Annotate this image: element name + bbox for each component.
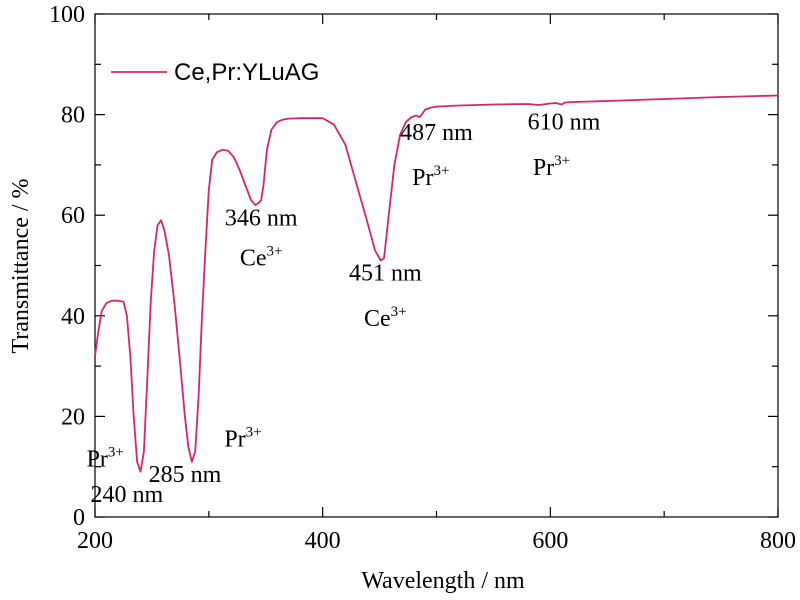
ion-label: Pr3+: [533, 153, 570, 181]
legend-label: Ce,Pr:YLuAG: [174, 59, 319, 86]
ion-label: Ce3+: [364, 304, 407, 332]
wavelength-annotation: 285 nm: [149, 462, 222, 488]
y-tick-label: 40: [61, 304, 85, 330]
x-tick-label: 600: [532, 528, 568, 554]
wavelength-annotation: 610 nm: [528, 110, 601, 136]
y-tick-label: 0: [73, 505, 85, 531]
y-axis-title: Transmittance / %: [8, 178, 34, 353]
legend: Ce,Pr:YLuAG: [111, 59, 319, 86]
y-tick-label: 60: [61, 203, 85, 229]
x-tick-label: 400: [305, 528, 341, 554]
wavelength-annotation: 346 nm: [225, 205, 298, 231]
ion-label: Pr3+: [412, 163, 449, 191]
y-tick-label: 80: [61, 103, 85, 129]
tick-labels: 200 400 600 800 0 20 40 60 80 100: [49, 2, 796, 554]
ion-label: Pr3+: [87, 445, 124, 473]
wavelength-annotation: 451 nm: [349, 261, 422, 287]
x-tick-label: 200: [77, 528, 113, 554]
ion-label: Pr3+: [224, 425, 261, 453]
x-tick-label: 800: [760, 528, 796, 554]
axis-ticks: [94, 13, 779, 518]
series-line-ce-pr-yluag: [94, 94, 779, 473]
ion-label: Ce3+: [240, 244, 283, 272]
y-tick-label: 100: [49, 2, 85, 28]
plot-frame: [94, 13, 779, 518]
wavelength-annotation: 240 nm: [91, 482, 164, 508]
wavelength-annotation: 487 nm: [400, 120, 473, 146]
x-axis-title: Wavelength / nm: [361, 568, 525, 594]
y-tick-label: 20: [61, 404, 85, 430]
